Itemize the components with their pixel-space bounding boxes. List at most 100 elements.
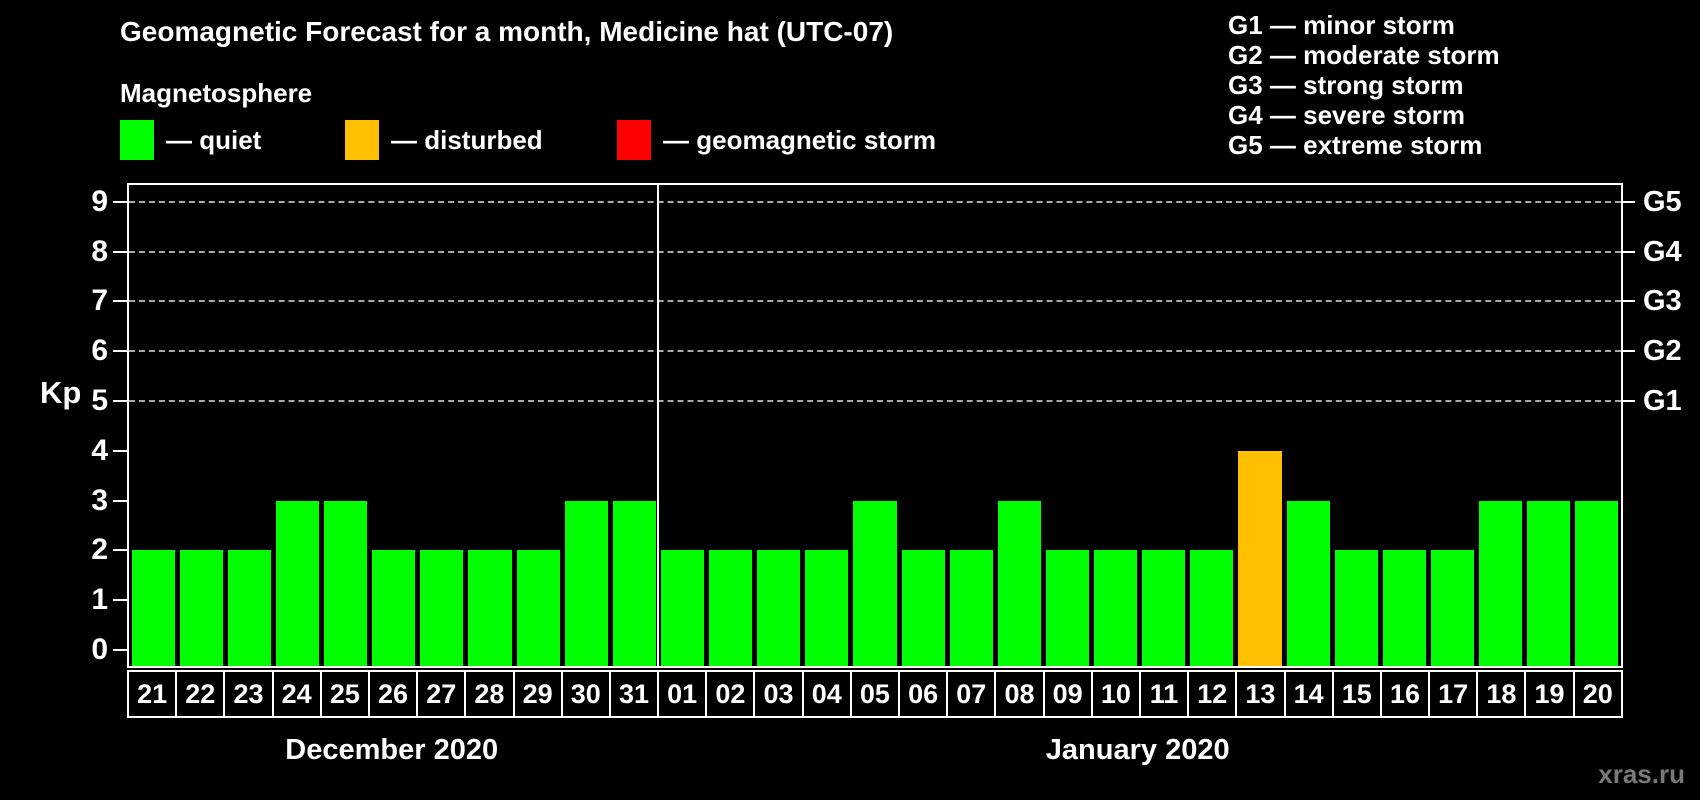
- bar-day-15: [1334, 550, 1378, 666]
- date-cell-25: 25: [319, 670, 370, 718]
- month-label-0: December 2020: [285, 734, 499, 766]
- bar-day-24: [275, 500, 319, 666]
- date-cell-31: 31: [608, 670, 660, 718]
- right-axis-label-g2: G2: [1643, 335, 1682, 368]
- g-scale-legend-line: G5 — extreme storm: [1228, 130, 1483, 160]
- bar-day-13: [1238, 450, 1282, 666]
- y-tick-label-3: 3: [91, 483, 108, 517]
- bar-day-02: [709, 550, 753, 666]
- right-axis-label-g3: G3: [1643, 285, 1682, 318]
- bar-day-14: [1286, 500, 1330, 666]
- legend-item-storm: — geomagnetic storm: [617, 120, 936, 160]
- bar-day-08: [997, 500, 1041, 666]
- date-cell-19: 19: [1524, 670, 1575, 718]
- legend-label-storm: — geomagnetic storm: [663, 124, 937, 155]
- legend-label-disturbed: — disturbed: [391, 124, 543, 155]
- date-cell-27: 27: [416, 670, 467, 718]
- month-label-1: January 2020: [1045, 734, 1230, 766]
- date-cell-09: 09: [1042, 670, 1093, 718]
- bar-day-03: [757, 550, 801, 666]
- y-tick-4: [113, 449, 127, 452]
- y-tick-label-0: 0: [91, 633, 108, 666]
- legend-item-quiet: — quiet: [120, 120, 261, 160]
- x-axis-date-row: 21 22 23 24 25 26 27 28 29 30 31 01 02 03 04 05 06 07 08 09…: [127, 670, 1623, 718]
- y-tick-0: [113, 649, 127, 651]
- bar-day-22: [179, 550, 223, 666]
- bar-day-18: [1479, 500, 1523, 666]
- date-cell-26: 26: [367, 670, 419, 718]
- y-tick-7: [113, 300, 127, 303]
- bar-day-23: [227, 550, 271, 666]
- g-scale-legend-line: G3 — strong storm: [1228, 70, 1464, 100]
- y-tick-3: [113, 499, 127, 502]
- g-scale-legend-line: G2 — moderate storm: [1228, 40, 1500, 70]
- date-cell-16: 16: [1379, 670, 1431, 718]
- right-axis-label-g5: G5: [1643, 185, 1682, 218]
- date-cell-30: 30: [560, 670, 611, 718]
- disturbed-color-swatch: [345, 120, 379, 160]
- bar-day-27: [420, 550, 464, 666]
- y-tick-label-1: 1: [91, 583, 108, 617]
- date-cell-10: 10: [1090, 670, 1141, 718]
- bar-day-31: [612, 500, 656, 666]
- bar-day-28: [468, 550, 512, 666]
- right-axis-label-g4: G4: [1643, 235, 1682, 268]
- bar-day-06: [901, 550, 945, 666]
- y-tick-6: [113, 350, 127, 353]
- date-cell-29: 29: [512, 670, 563, 718]
- date-cell-14: 14: [1283, 670, 1334, 718]
- date-cell-07: 07: [946, 670, 997, 718]
- date-cell-08: 08: [994, 670, 1045, 718]
- y-tick-label-5: 5: [91, 384, 108, 417]
- bar-day-04: [805, 550, 849, 666]
- month-separator-line: [657, 185, 660, 666]
- date-cell-18: 18: [1476, 670, 1527, 718]
- plot-area: [127, 183, 1623, 668]
- date-cell-20: 20: [1572, 670, 1623, 718]
- g-scale-legend-line: G1 — minor storm: [1228, 10, 1455, 40]
- date-cell-11: 11: [1138, 670, 1190, 718]
- date-cell-01: 01: [657, 670, 708, 718]
- right-tick-g1: [1623, 400, 1635, 402]
- bar-day-20: [1575, 500, 1619, 666]
- bar-day-11: [1142, 550, 1186, 666]
- right-tick-g4: [1623, 250, 1635, 253]
- y-tick-9: [113, 200, 127, 203]
- date-cell-28: 28: [464, 670, 515, 718]
- legend-label-quiet: — quiet: [166, 124, 262, 155]
- gridline-kp8: [129, 250, 1621, 253]
- legend-item-disturbed: — disturbed: [345, 120, 543, 160]
- storm-color-swatch: [617, 120, 651, 160]
- bar-day-01: [660, 550, 705, 666]
- right-tick-g3: [1623, 300, 1635, 303]
- bar-day-26: [372, 550, 416, 666]
- date-cell-04: 04: [801, 670, 852, 718]
- bar-day-16: [1382, 550, 1426, 666]
- right-axis-label-g1: G1: [1643, 385, 1682, 417]
- quiet-color-swatch: [120, 120, 154, 160]
- bar-day-17: [1430, 550, 1475, 666]
- y-tick-label-6: 6: [91, 334, 108, 368]
- date-cell-05: 05: [849, 670, 900, 718]
- date-cell-12: 12: [1187, 670, 1238, 718]
- bar-day-12: [1190, 550, 1234, 666]
- y-tick-label-9: 9: [91, 184, 108, 218]
- watermark: xras.ru: [1598, 759, 1685, 789]
- y-tick-label-7: 7: [91, 284, 108, 318]
- y-tick-1: [113, 599, 127, 602]
- bar-day-29: [516, 550, 560, 666]
- y-tick-8: [113, 250, 127, 253]
- bar-day-21: [131, 550, 175, 666]
- g-scale-legend-line: G4 — severe storm: [1228, 100, 1466, 130]
- y-tick-label-2: 2: [91, 533, 108, 567]
- y-axis-title: Kp: [40, 375, 82, 410]
- y-tick-label-4: 4: [91, 433, 108, 467]
- g-scale-legend: G1 — minor storm G2 — moderate storm G3 — …: [1228, 10, 1500, 160]
- bar-day-07: [949, 550, 993, 666]
- gridline-kp5: [129, 400, 1621, 402]
- bar-day-09: [1045, 550, 1090, 666]
- date-cell-02: 02: [705, 670, 756, 718]
- y-tick-2: [113, 549, 127, 552]
- date-cell-22: 22: [175, 670, 226, 718]
- date-cell-21: 21: [127, 670, 178, 718]
